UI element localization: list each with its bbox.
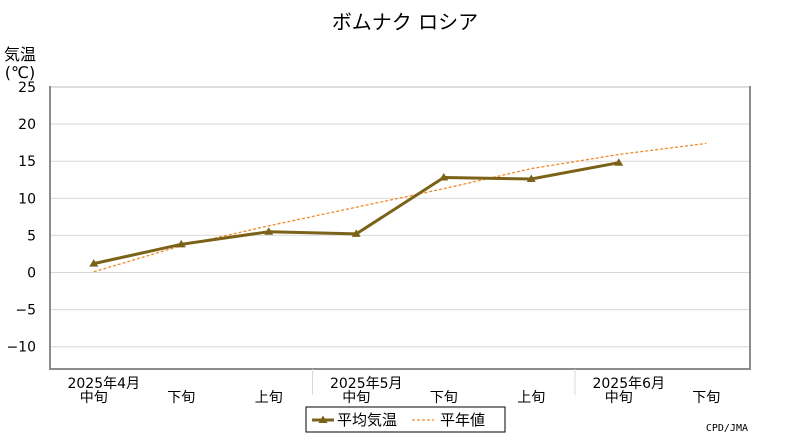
y-tick-label: −5 xyxy=(15,303,36,319)
legend: 平均気温 平年値 xyxy=(305,406,506,433)
month-label: 2025年5月 xyxy=(330,376,403,392)
plot-area-frame xyxy=(49,86,751,370)
legend-marker-avg xyxy=(318,415,328,423)
data-point-avg xyxy=(89,259,99,267)
dekad-label: 中旬 xyxy=(605,390,633,406)
chart-title: ボムナク ロシア xyxy=(332,10,478,34)
y-tick-label: 15 xyxy=(18,154,36,170)
data-point-avg xyxy=(264,227,274,235)
y-tick-label: 10 xyxy=(18,191,36,207)
data-point-avg xyxy=(614,158,624,166)
legend-box xyxy=(305,406,506,433)
series-layer xyxy=(89,142,707,273)
dekad-label: 上旬 xyxy=(255,390,283,406)
legend-label-normal: 平年値 xyxy=(440,411,485,429)
data-point-avg xyxy=(351,229,361,237)
dekad-label: 下旬 xyxy=(167,390,195,406)
y-axis-label-line1: 気温 xyxy=(4,45,36,64)
credit-label: CPD/JMA xyxy=(706,423,748,434)
dekad-label: 下旬 xyxy=(430,390,458,406)
grid xyxy=(50,123,750,348)
dekad-label: 下旬 xyxy=(692,390,720,406)
data-point-avg xyxy=(439,173,449,181)
y-tick-label: −10 xyxy=(6,340,36,356)
month-label: 2025年4月 xyxy=(67,376,140,392)
dekad-label: 上旬 xyxy=(517,390,545,406)
y-tick-label: 5 xyxy=(27,228,36,244)
data-point-avg xyxy=(526,174,536,183)
y-tick-label: 20 xyxy=(18,117,36,133)
month-label: 2025年6月 xyxy=(592,376,665,392)
y-tick-labels: 25 20 15 10 5 0 −5 −10 xyxy=(6,80,36,356)
data-point-avg xyxy=(176,239,186,248)
y-tick-label: 0 xyxy=(27,266,36,282)
y-tick-label: 25 xyxy=(18,80,36,96)
dekad-label: 中旬 xyxy=(342,390,370,406)
dekad-label: 中旬 xyxy=(80,390,108,406)
legend-label-avg: 平均気温 xyxy=(337,411,397,429)
y-axis-label-line2: (℃) xyxy=(5,63,35,82)
